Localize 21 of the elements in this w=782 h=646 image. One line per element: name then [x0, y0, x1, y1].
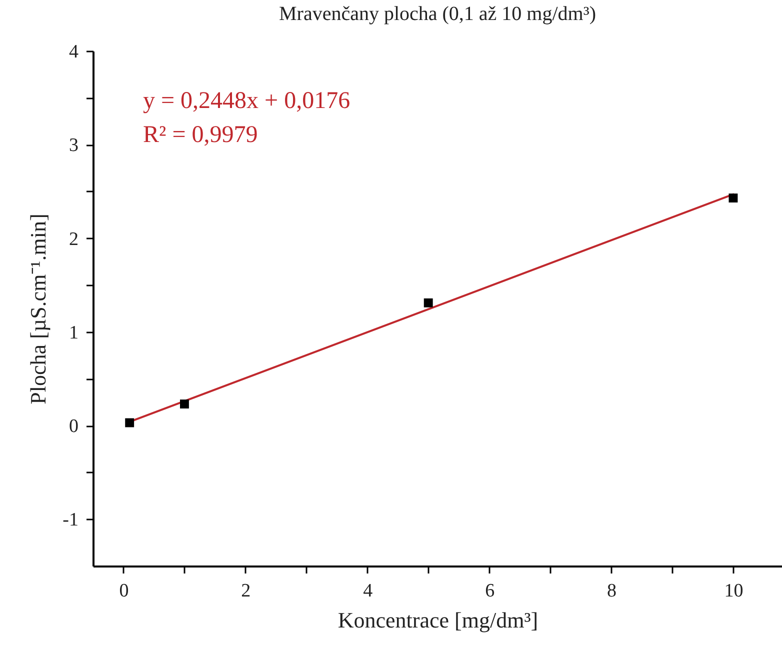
x-tick-label: 10: [724, 580, 744, 602]
x-tick-label: 2: [241, 580, 251, 602]
point: [728, 194, 738, 202]
y-tick-label: 2: [69, 228, 78, 250]
y-tick-label: 4: [69, 42, 79, 62]
y-tick-label: 3: [69, 135, 78, 156]
x-tick-label: 6: [485, 580, 495, 602]
y-tick-label: -1: [62, 510, 78, 531]
point: [125, 418, 134, 428]
chart-title: Mravenčany plocha (0,1 až 10 mg/dm³): [278, 3, 596, 25]
y-tick-label: 0: [69, 416, 78, 438]
y-axis-title: Plocha [µS.cm⁻¹.min]: [26, 214, 51, 404]
x-tick-label: 0: [119, 580, 129, 602]
annotation: R² = 0,9979: [143, 122, 258, 148]
point: [424, 298, 433, 308]
x-axis-title: Koncentrace [mg/dm³]: [338, 608, 538, 632]
annotation: y = 0,2448x + 0,0176: [143, 88, 350, 114]
point: [180, 400, 189, 408]
x-tick-label: 4: [363, 580, 374, 602]
y-tick-label: 1: [69, 322, 78, 344]
x-tick-label: 8: [607, 580, 617, 602]
